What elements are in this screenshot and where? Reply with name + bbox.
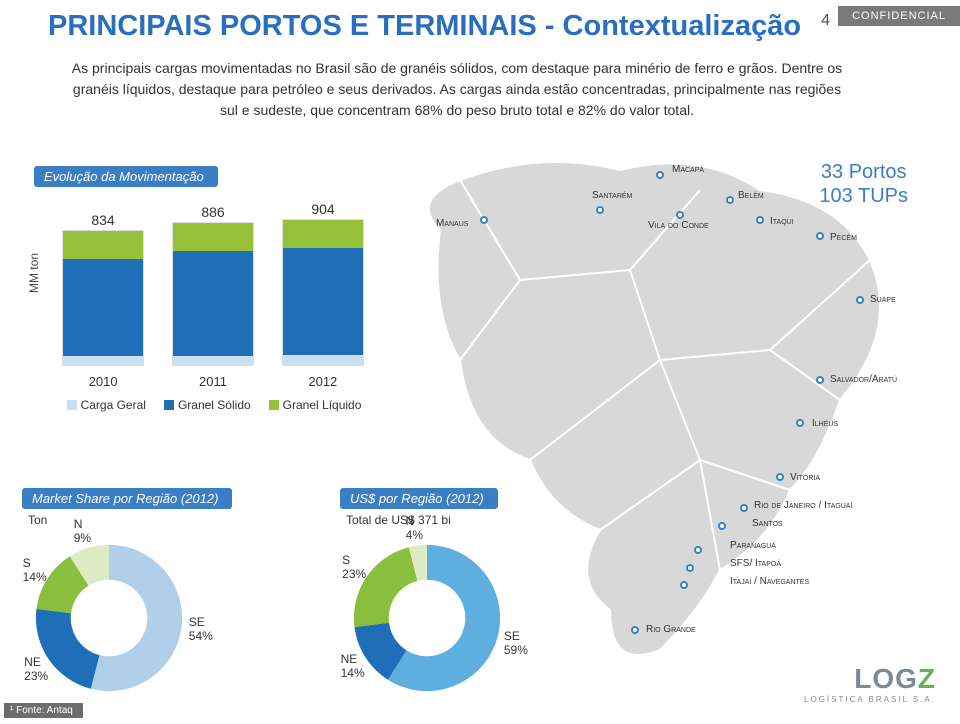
- port-dot: [756, 216, 764, 224]
- port-dot: [726, 196, 734, 204]
- footnote: ¹ Fonte: Antaq: [4, 703, 83, 718]
- bar-xaxis-label: 2010: [89, 374, 118, 389]
- donut-label: N4%: [406, 514, 423, 542]
- legend-label: Carga Geral: [81, 398, 146, 412]
- donut1-header: Market Share por Região (2012): [22, 488, 232, 509]
- bar-segment: [173, 356, 253, 365]
- port-label: Salvador/Aratú: [830, 374, 897, 385]
- port-label: Rio Grande: [646, 624, 696, 635]
- port-label: Rio de Janeiro / Itaguaí: [754, 500, 852, 511]
- port-label: Suape: [870, 294, 896, 305]
- bar-total-label: 886: [201, 204, 224, 220]
- bar-total-label: 834: [91, 212, 114, 228]
- donut-label: SE59%: [504, 629, 528, 657]
- bar-segment: [283, 355, 363, 365]
- donut-label: S14%: [23, 556, 47, 584]
- port-label: Vila do Conde: [648, 220, 709, 231]
- donut-label: S23%: [342, 553, 366, 581]
- port-dot: [694, 546, 702, 554]
- legend-item: Granel Sólido: [164, 398, 251, 412]
- logo-text: LOG: [854, 663, 918, 694]
- legend-label: Granel Sólido: [178, 398, 251, 412]
- bar-segment: [173, 223, 253, 250]
- bar-total-label: 904: [311, 201, 334, 217]
- brazil-map: 33 Portos 103 TUPs ManausSantarémMacapáV…: [400, 160, 930, 540]
- logo-sub: LOGÍSTICA BRASIL S.A.: [804, 695, 936, 704]
- donut2-unit: Total de US$ 371 bi: [346, 513, 600, 527]
- legend-swatch: [269, 400, 279, 410]
- port-dot: [776, 473, 784, 481]
- port-dot: [596, 206, 604, 214]
- port-label: Macapá: [672, 164, 704, 175]
- legend-swatch: [164, 400, 174, 410]
- port-dot: [686, 564, 694, 572]
- port-label: Itajaí / Navegantes: [730, 576, 809, 587]
- intro-paragraph: As principais cargas movimentadas no Bra…: [64, 58, 850, 121]
- donut-label: NE14%: [341, 652, 365, 680]
- legend-item: Carga Geral: [67, 398, 146, 412]
- donut-usd: US$ por Região (2012) Total de US$ 371 b…: [340, 488, 600, 705]
- bar-segment: [63, 231, 143, 258]
- port-dot: [856, 296, 864, 304]
- port-dot: [676, 211, 684, 219]
- bar-stack: [62, 230, 144, 366]
- port-label: Paranaguá: [730, 540, 776, 551]
- bar-segment: [283, 220, 363, 248]
- bar-chart-ylabel: MM ton: [27, 243, 41, 303]
- bar-xaxis-label: 2011: [199, 374, 227, 389]
- bar-chart-header: Evolução da Movimentação: [34, 166, 218, 187]
- port-dot: [631, 626, 639, 634]
- port-label: Santarém: [592, 190, 632, 201]
- port-dot: [796, 419, 804, 427]
- page-title: PRINCIPAIS PORTOS E TERMINAIS - Contextu…: [48, 10, 801, 43]
- bar-column: 886: [172, 204, 254, 366]
- port-dot: [740, 504, 748, 512]
- port-dot: [718, 522, 726, 530]
- port-dot: [680, 581, 688, 589]
- bar-stack: [172, 222, 254, 366]
- port-dot: [816, 232, 824, 240]
- port-label: Santos: [752, 518, 783, 529]
- donut-label: SE54%: [189, 615, 213, 643]
- port-label: Pecém: [830, 232, 857, 243]
- logo: LOGZ LOGÍSTICA BRASIL S.A.: [804, 663, 936, 704]
- port-label: Vitória: [790, 472, 820, 483]
- bar-segment: [63, 259, 143, 357]
- page-number: 4: [821, 12, 830, 30]
- port-label: Belém: [738, 190, 764, 201]
- logo-z: Z: [918, 663, 936, 694]
- donut-label: NE23%: [24, 655, 48, 683]
- port-label: Ilhéus: [812, 418, 838, 429]
- bar-column: 834: [62, 212, 144, 366]
- port-dot: [656, 171, 664, 179]
- legend-swatch: [67, 400, 77, 410]
- legend-item: Granel Líquido: [269, 398, 362, 412]
- port-label: Manaus: [436, 218, 468, 229]
- port-label: SFS/ Itapoá: [730, 558, 781, 569]
- port-label: Itaqui: [770, 216, 794, 227]
- bar-stack: [282, 219, 364, 366]
- port-dot: [816, 376, 824, 384]
- bar-column: 904: [282, 201, 364, 366]
- port-dot: [480, 216, 488, 224]
- bar-segment: [173, 251, 253, 357]
- bar-segment: [63, 356, 143, 365]
- bar-segment: [283, 248, 363, 355]
- bar-xaxis-label: 2012: [308, 374, 337, 389]
- donut-label: N9%: [74, 517, 91, 545]
- legend-label: Granel Líquido: [283, 398, 362, 412]
- confidential-tag: CONFIDENCIAL: [838, 6, 960, 26]
- bar-chart: Evolução da Movimentação MM ton 83488690…: [34, 166, 394, 426]
- donut2-header: US$ por Região (2012): [340, 488, 498, 509]
